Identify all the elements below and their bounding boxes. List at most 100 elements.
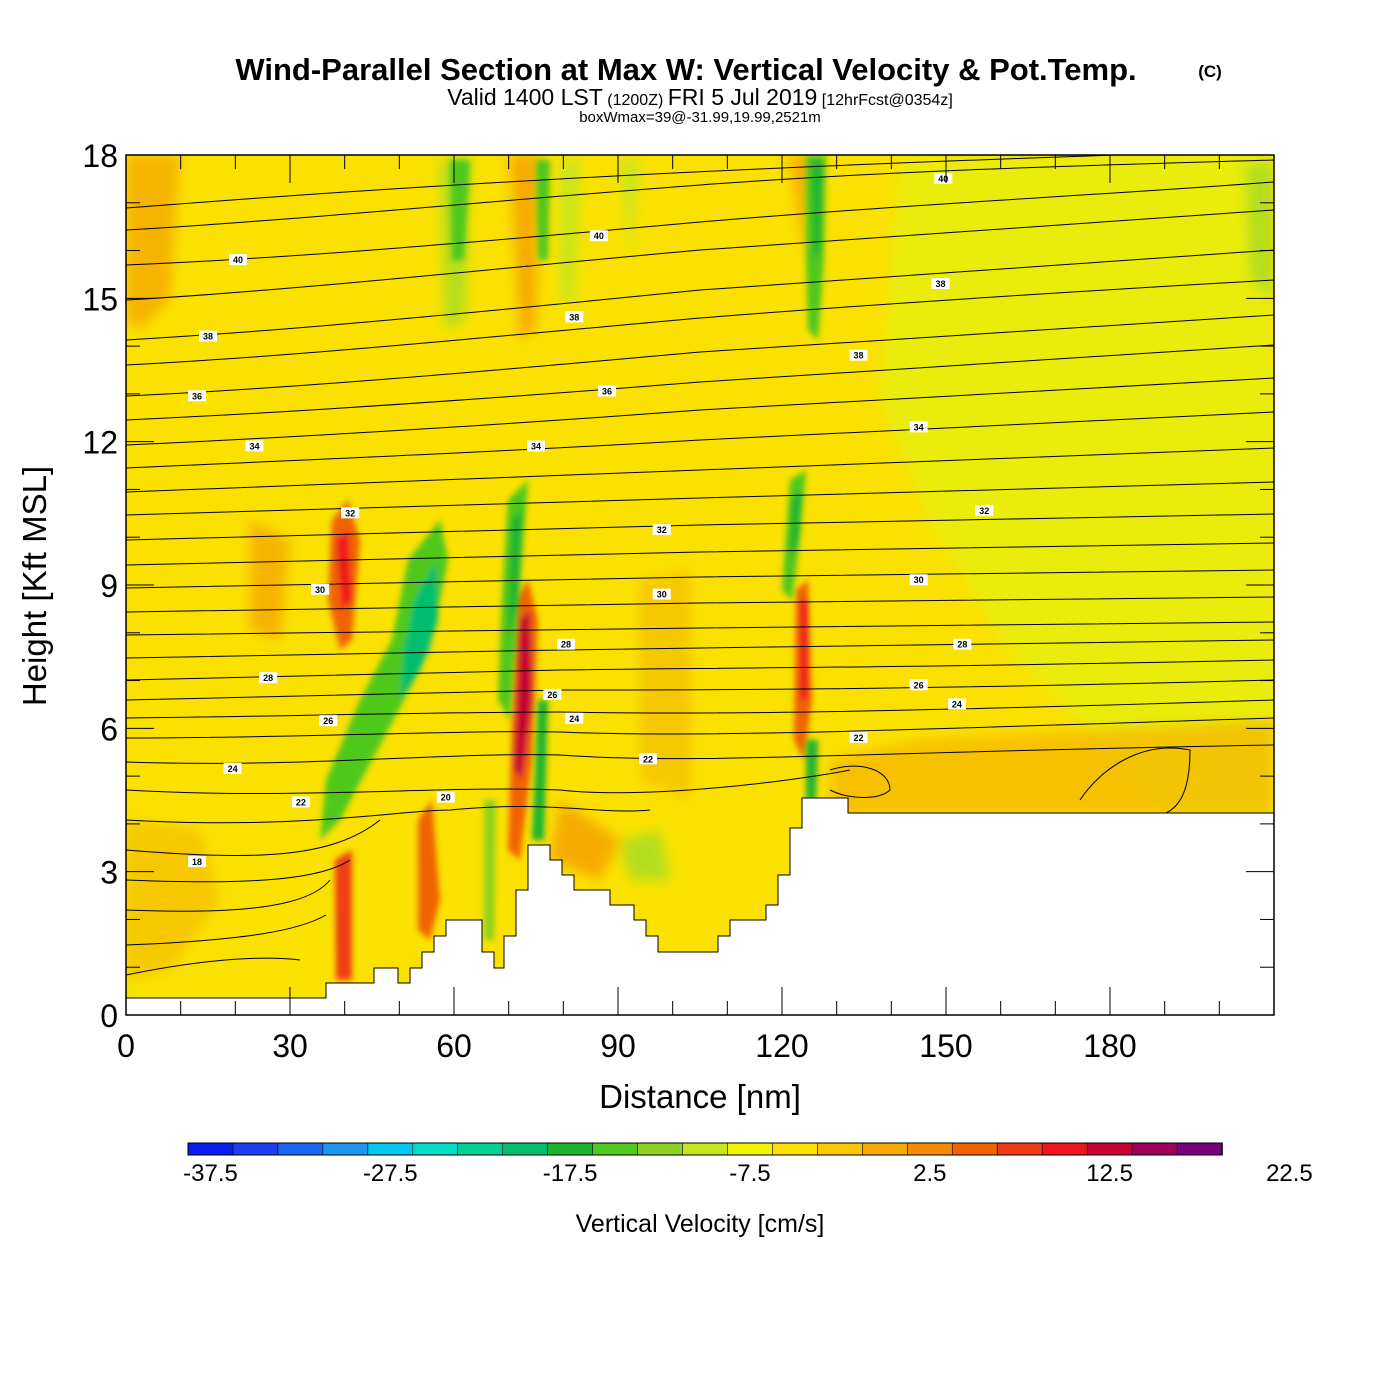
theta-contour-line — [126, 344, 1274, 421]
colorbar-swatch — [412, 1142, 459, 1156]
contour-label: 40 — [594, 231, 604, 241]
contour-label: 34 — [914, 422, 924, 432]
theta-contour-line — [126, 411, 1274, 469]
colorbar-swatch — [907, 1142, 954, 1156]
contour-label: 32 — [979, 506, 989, 516]
contour-label-bg — [652, 588, 671, 600]
contour-label-bg — [223, 762, 242, 774]
chart-title: Wind-Parallel Section at Max W: Vertical… — [235, 52, 1136, 87]
updraft-core-124nm-inner — [800, 600, 808, 700]
colorbar-swatch — [547, 1142, 594, 1156]
downdraft-band-70nm-core — [508, 510, 522, 640]
updraft-cores — [328, 500, 812, 980]
contour-label: 24 — [228, 764, 238, 774]
valid-prefix: Valid 1400 LST — [447, 84, 603, 110]
updraft-low-40nm — [335, 850, 352, 980]
greenish-band-3 — [620, 160, 640, 260]
colorbar-swatch — [862, 1142, 909, 1156]
theta-contour-line — [126, 209, 1274, 301]
contour-label: 28 — [561, 640, 571, 650]
top-orange-1 — [510, 155, 540, 340]
contour-label-bg — [975, 504, 994, 516]
contour-label: 38 — [569, 312, 579, 322]
contour-label: 22 — [296, 797, 306, 807]
contour-label-bg — [259, 672, 278, 684]
updraft-core-73nm-inner — [514, 610, 532, 780]
contour-label-bg — [598, 385, 617, 397]
updraft-core-40nm-inner — [336, 530, 352, 610]
colorbar-swatch — [682, 1142, 729, 1156]
contour-label-bg — [199, 330, 217, 342]
contour-label-bg — [543, 688, 562, 700]
contour-label: 24 — [569, 714, 579, 724]
contour-label-bg — [589, 230, 608, 242]
x-tick-label: 150 — [919, 1028, 972, 1064]
y-tick-label: 12 — [82, 425, 118, 461]
copyright-mark: (C) — [1198, 62, 1222, 81]
contour-label-bg — [909, 679, 928, 691]
colorbar-swatch — [187, 1142, 234, 1156]
contour-label-bg — [291, 796, 310, 808]
colorbar: -37.5 -27.5 -17.5 -7.5 2.5 12.5 22.5 — [183, 1142, 1313, 1187]
greenish-low-1 — [620, 830, 670, 880]
mid-orange-2 — [550, 800, 620, 880]
colorbar-label: Vertical Velocity [cm/s] — [576, 1210, 825, 1238]
contour-label: 28 — [263, 673, 273, 683]
theta-contour-line — [126, 699, 1274, 719]
colorbar-swatch — [502, 1142, 549, 1156]
x-tick-label: 120 — [755, 1028, 808, 1064]
colorbar-swatch — [951, 1142, 999, 1156]
weak-updraft-regions — [126, 155, 1274, 980]
theta-contour-line — [126, 569, 1274, 589]
theta-contour-line — [126, 957, 301, 976]
contour-label: 34 — [531, 441, 541, 451]
contour-label: 34 — [249, 441, 259, 451]
downdraft-band-76nm — [532, 700, 548, 840]
contour-label-bg — [557, 638, 576, 650]
top-orange-2 — [790, 155, 810, 260]
contour-label: 38 — [203, 332, 213, 342]
terrain — [126, 797, 1274, 1015]
theta-contour-line — [126, 377, 1274, 446]
colorbar-tick-label: 22.5 — [1266, 1160, 1313, 1187]
forecast-info: [12hrFcst@0354z] — [822, 92, 953, 109]
contour-label: 40 — [938, 174, 948, 184]
colorbar-swatch — [727, 1142, 774, 1156]
colorbar-swatch — [457, 1142, 504, 1156]
contour-label: 36 — [192, 391, 202, 401]
colorbar-swatch — [1041, 1142, 1088, 1156]
colorbar-swatch — [637, 1142, 684, 1156]
contour-label-bg — [229, 254, 248, 266]
contour-label: 24 — [952, 699, 962, 709]
colorbar-swatch — [277, 1142, 324, 1156]
colorbar-swatch — [1131, 1142, 1178, 1156]
y-tick-label: 0 — [100, 998, 118, 1034]
colorbar-swatch — [592, 1142, 639, 1156]
y-tick-label: 6 — [100, 711, 118, 747]
contour-label: 40 — [233, 255, 243, 265]
theta-contour-line — [126, 155, 1132, 209]
theta-contour-line — [126, 914, 327, 946]
right-green-patch — [1245, 160, 1274, 300]
valid-time-line: Valid 1400 LST (1200Z) FRI 5 Jul 2019 [1… — [447, 84, 953, 110]
theta-contour-line — [126, 639, 1274, 659]
valid-utc: (1200Z) — [607, 92, 663, 109]
colorbar-swatch — [232, 1142, 279, 1156]
theta-contour-line — [126, 679, 1274, 701]
contour-label: 32 — [657, 525, 667, 535]
x-tick-label: 30 — [272, 1028, 308, 1064]
colorbar-tick-label: -27.5 — [363, 1160, 418, 1187]
colorbar-swatch — [1176, 1142, 1223, 1156]
downdraft-low-68nm — [484, 800, 496, 940]
weak-downdraft-regions — [440, 155, 1274, 880]
valid-date: FRI 5 Jul 2019 — [668, 84, 818, 110]
colorbar-frame — [187, 1142, 1223, 1156]
upper-right-greenish — [880, 155, 1274, 815]
colorbar-swatch — [322, 1142, 369, 1156]
theta-contour-line — [126, 859, 351, 883]
contour-label: 26 — [323, 716, 333, 726]
theta-contour-line — [126, 513, 1274, 541]
contour-label: 20 — [441, 793, 451, 803]
updraft-core-58nm — [418, 800, 440, 940]
